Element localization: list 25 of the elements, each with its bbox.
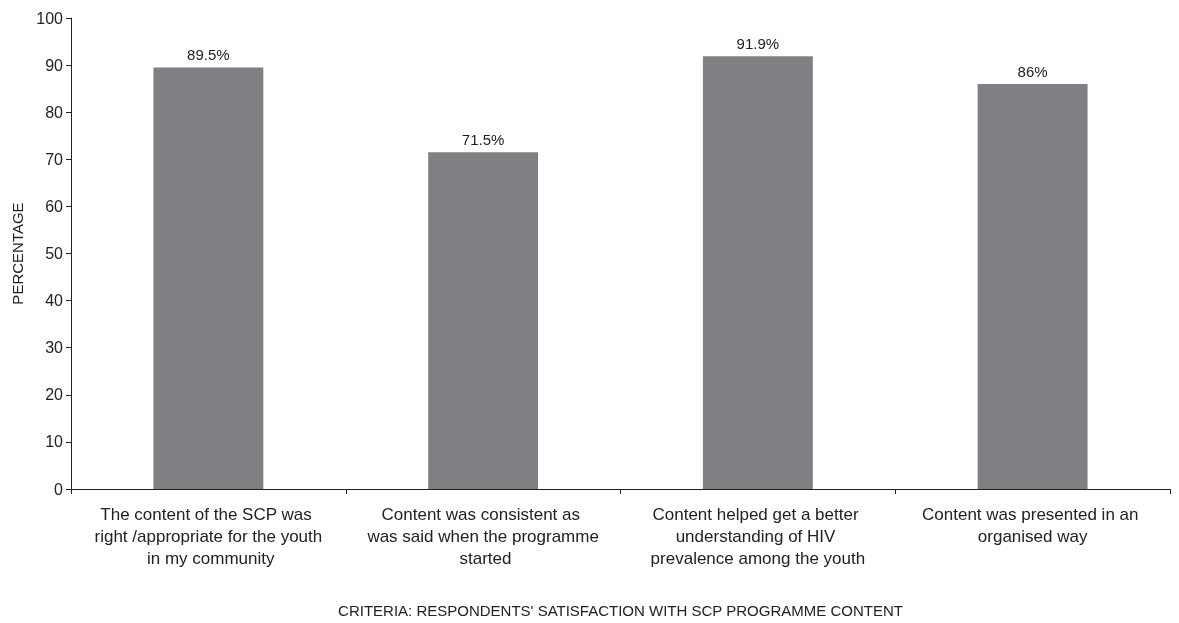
data-label: 91.9% <box>736 35 780 53</box>
bar <box>428 152 539 489</box>
x-axis-title: CRITERIA: RESPONDENTS' SATISFACTION WITH SCP PROGRAMME CONTENT <box>338 602 903 619</box>
y-tick-label: 80 <box>45 103 64 121</box>
y-axis-title: PERCENTAGE <box>9 202 27 305</box>
bar <box>153 67 264 489</box>
y-tick-label: 0 <box>54 480 64 498</box>
y-tick-label: 60 <box>45 197 64 215</box>
y-tick-label: 40 <box>45 292 64 310</box>
data-label: 86% <box>1017 62 1048 80</box>
bar <box>702 56 813 489</box>
y-tick-label: 50 <box>45 245 64 262</box>
x-tick-label: Content was consistent as was said when the programme started <box>366 504 599 568</box>
y-tick-label: 70 <box>45 150 64 168</box>
data-label: 71.5% <box>461 131 505 149</box>
x-tick-label: Content helped get a better understanding of HIV prevalence among the youth <box>650 504 866 568</box>
x-tick-label: The content of the SCP was right /appropriate for the youth in my community <box>94 504 323 568</box>
data-label: 89.5% <box>187 46 230 64</box>
bar <box>977 83 1088 489</box>
y-tick-label: 100 <box>36 9 64 27</box>
y-tick-label: 20 <box>45 386 64 404</box>
y-tick-label: 90 <box>45 56 64 74</box>
y-tick-label: 10 <box>45 433 64 451</box>
x-tick-label: Content was presented in an organised way <box>922 504 1144 546</box>
y-tick-label: 30 <box>45 339 64 357</box>
